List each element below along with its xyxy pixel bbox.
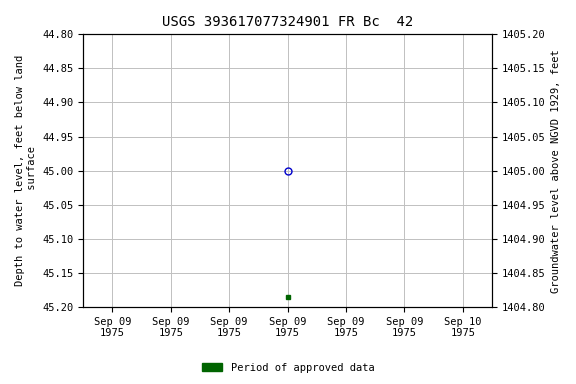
Legend: Period of approved data: Period of approved data [198,359,378,377]
Y-axis label: Groundwater level above NGVD 1929, feet: Groundwater level above NGVD 1929, feet [551,49,561,293]
Y-axis label: Depth to water level, feet below land
 surface: Depth to water level, feet below land su… [15,55,37,286]
Title: USGS 393617077324901 FR Bc  42: USGS 393617077324901 FR Bc 42 [162,15,413,29]
